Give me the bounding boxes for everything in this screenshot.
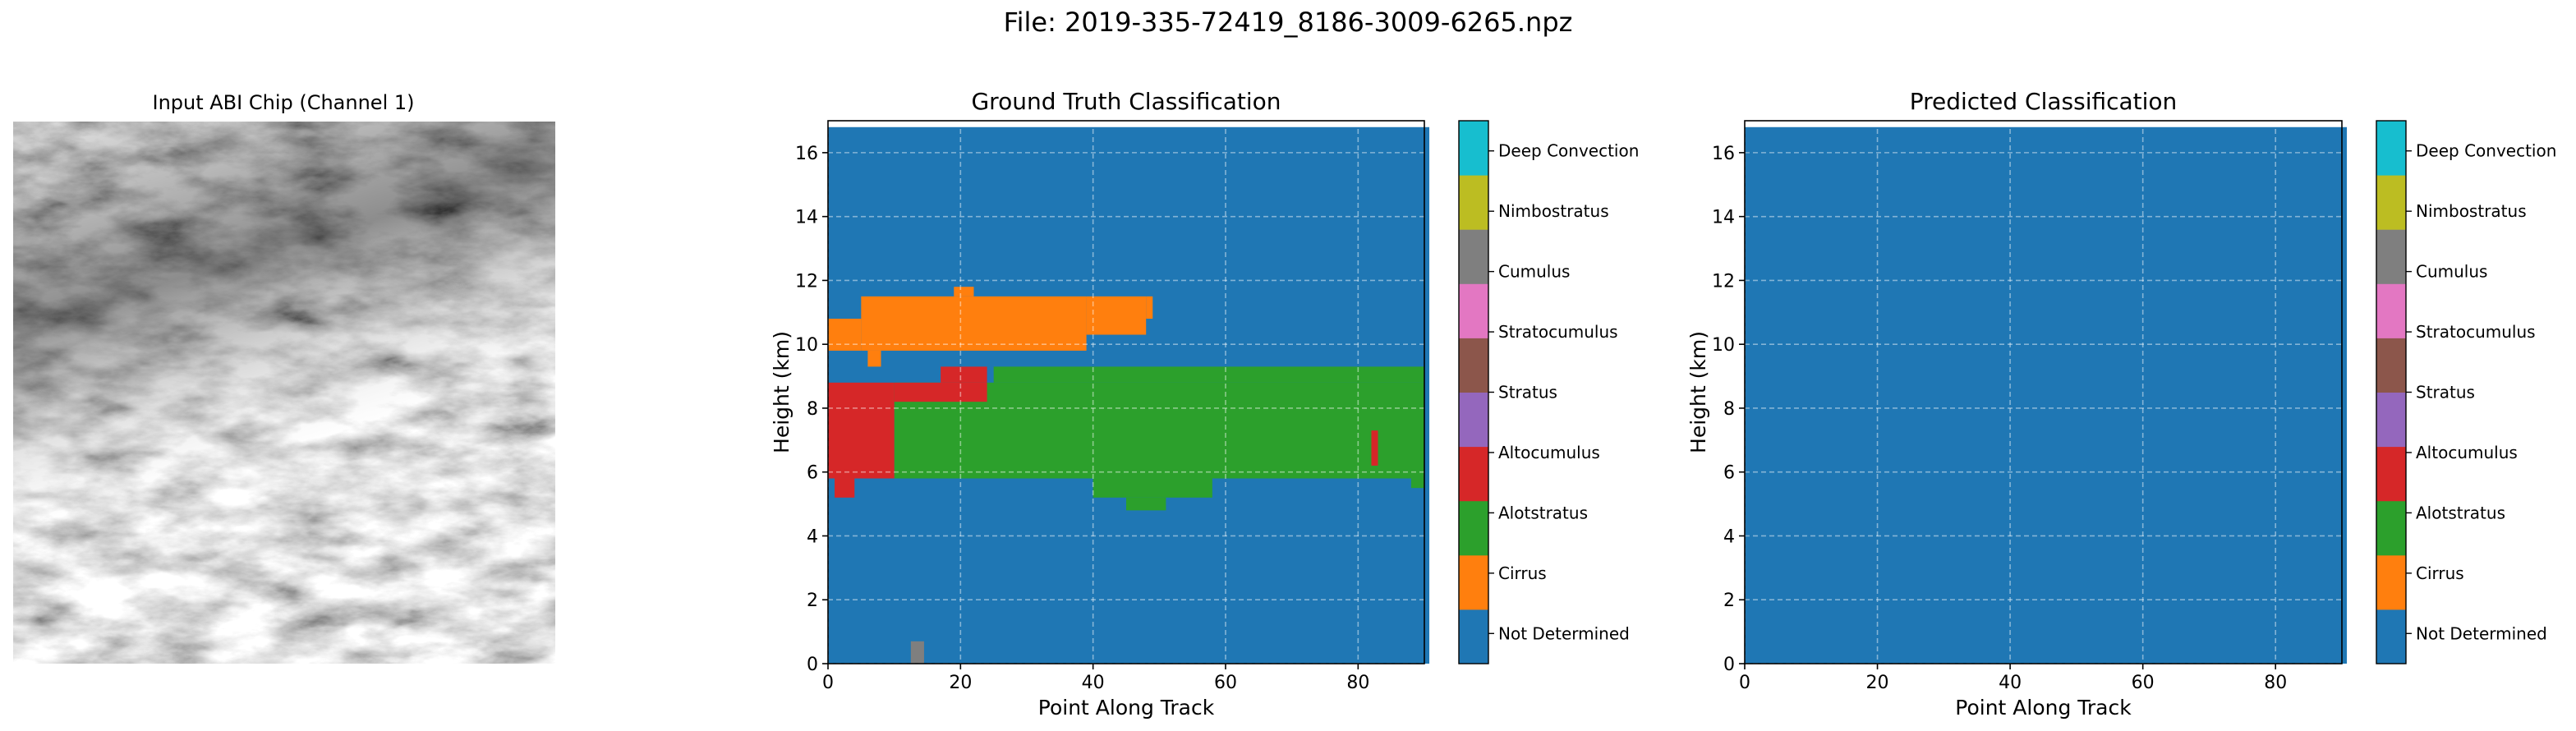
class-region-cirrus xyxy=(954,287,974,297)
colorbar-label: Cirrus xyxy=(2416,563,2464,583)
colorbar-label: Stratus xyxy=(1498,383,1557,402)
y-tick-label: 14 xyxy=(1712,208,1735,228)
y-tick-label: 10 xyxy=(1712,335,1735,356)
y-tick-label: 6 xyxy=(807,463,818,484)
class-region-altocumulus xyxy=(1371,430,1378,466)
class-region-alotstratus xyxy=(1092,478,1212,498)
x-tick-label: 0 xyxy=(1739,673,1750,693)
x-tick-label: 0 xyxy=(822,673,834,693)
x-tick-label: 20 xyxy=(949,673,972,693)
colorbar-segment xyxy=(2376,283,2406,338)
y-axis-label: Height (km) xyxy=(1686,331,1710,453)
class-region-nimbostratus xyxy=(910,641,924,664)
colorbar-label: Deep Convection xyxy=(1498,141,1639,161)
colorbar-label: Not Determined xyxy=(1498,623,1630,643)
y-tick-label: 12 xyxy=(1712,271,1735,292)
x-axis-label: Point Along Track xyxy=(1038,696,1215,720)
x-tick-label: 20 xyxy=(1866,673,1889,693)
colorbar-label: Not Determined xyxy=(2416,623,2547,643)
class-region-altocumulus xyxy=(941,366,987,383)
colorbar-label: Cumulus xyxy=(1498,262,1570,282)
colorbar-label: Nimbostratus xyxy=(2416,201,2527,221)
colorbar-label: Stratus xyxy=(2416,383,2475,402)
colorbar-label: Alotstratus xyxy=(1498,503,1588,522)
predicted-panel: 0 20 40 60 80 0 2 4 6 8 10 12 14 16 Predicted Classifi… xyxy=(1686,88,2348,720)
class-region-altocumulus xyxy=(835,478,855,498)
ground-truth-panel: 0 20 40 60 80 0 2 4 6 8 10 12 14 16 Ground Truth Class… xyxy=(770,88,1430,720)
colorbar-label: Cirrus xyxy=(1498,563,1547,583)
abi-chip-image xyxy=(13,122,555,664)
y-tick-label: 12 xyxy=(795,271,818,292)
predicted-colorbar: Not Determined Cirrus Alotstratus Altocumul… xyxy=(2376,120,2556,664)
colorbar-label: Altocumulus xyxy=(2416,443,2518,462)
colorbar-label: Stratocumulus xyxy=(1498,322,1618,342)
colorbar-segment xyxy=(1459,338,1488,393)
class-region-cirrus xyxy=(1086,296,1147,335)
x-tick-label: 60 xyxy=(2132,673,2155,693)
class-region-altocumulus xyxy=(828,382,895,479)
y-tick-label: 2 xyxy=(1723,591,1735,611)
y-tick-label: 10 xyxy=(795,335,818,356)
colorbar-segment xyxy=(1459,175,1488,230)
class-region-cirrus xyxy=(867,350,881,367)
class-region-cirrus xyxy=(828,319,862,351)
y-tick-label: 8 xyxy=(1723,399,1735,420)
colorbar-label: Cumulus xyxy=(2416,262,2487,282)
y-tick-label: 2 xyxy=(807,591,818,611)
colorbar-label: Stratocumulus xyxy=(2416,322,2536,342)
colorbar-segment xyxy=(2376,500,2406,556)
axes-frame xyxy=(1744,120,2343,664)
y-tick-label: 0 xyxy=(807,655,818,675)
y-tick-label: 0 xyxy=(1723,655,1735,675)
colorbar-segment xyxy=(2376,175,2406,230)
axes-title: Predicted Classification xyxy=(1910,88,2178,115)
class-region-alotstratus xyxy=(1410,478,1424,489)
x-tick-label: 40 xyxy=(1082,673,1105,693)
colorbar-segment xyxy=(2376,554,2406,610)
y-tick-label: 6 xyxy=(1723,463,1735,484)
x-tick-label: 80 xyxy=(1346,673,1369,693)
y-tick-label: 4 xyxy=(807,526,818,547)
x-axis-label: Point Along Track xyxy=(1955,696,2132,720)
y-tick-label: 8 xyxy=(807,399,818,420)
colorbar-segment xyxy=(2376,229,2406,284)
colorbar-segment xyxy=(1459,229,1488,284)
x-tick-label: 40 xyxy=(1999,673,2022,693)
colorbar-segment xyxy=(1459,392,1488,448)
y-tick-label: 14 xyxy=(795,208,818,228)
colorbar-segment xyxy=(2376,446,2406,502)
colorbar-label: Nimbostratus xyxy=(1498,201,1609,221)
colorbar-segment xyxy=(1459,121,1488,176)
y-tick-label: 16 xyxy=(795,144,818,164)
image-title: Input ABI Chip (Channel 1) xyxy=(152,91,414,114)
y-tick-label: 4 xyxy=(1723,526,1735,547)
class-region-alotstratus xyxy=(993,366,1424,383)
axes-frame xyxy=(827,120,1425,664)
class-region-altocumulus xyxy=(894,382,987,402)
figure-suptitle: File: 2019-335-72419_8186-3009-6265.npz xyxy=(1004,7,1573,38)
colorbar-segment xyxy=(1459,283,1488,338)
colorbar-segment xyxy=(2376,609,2406,664)
colorbar-segment xyxy=(1459,609,1488,664)
colorbar-segment xyxy=(1459,554,1488,610)
y-axis-label: Height (km) xyxy=(770,331,794,453)
colorbar-segment xyxy=(2376,338,2406,393)
colorbar-segment xyxy=(1459,446,1488,502)
colorbar-label: Deep Convection xyxy=(2416,141,2556,161)
colorbar-segment xyxy=(2376,121,2406,176)
colorbar-label: Altocumulus xyxy=(1498,443,1600,462)
class-region-alotstratus xyxy=(1126,497,1166,511)
class-region-cirrus xyxy=(861,296,1087,351)
class-region-cirrus xyxy=(1146,296,1153,320)
ground-truth-colorbar: Not Determined Cirrus Alotstratus Altocumul… xyxy=(1458,120,1639,664)
axes-title: Ground Truth Classification xyxy=(971,88,1281,115)
class-field-background xyxy=(1745,126,2348,664)
colorbar-segment xyxy=(1459,500,1488,556)
colorbar-label: Alotstratus xyxy=(2416,503,2505,522)
x-tick-label: 60 xyxy=(1214,673,1237,693)
colorbar-segment xyxy=(2376,392,2406,448)
x-tick-label: 80 xyxy=(2264,673,2287,693)
y-tick-label: 16 xyxy=(1712,144,1735,164)
